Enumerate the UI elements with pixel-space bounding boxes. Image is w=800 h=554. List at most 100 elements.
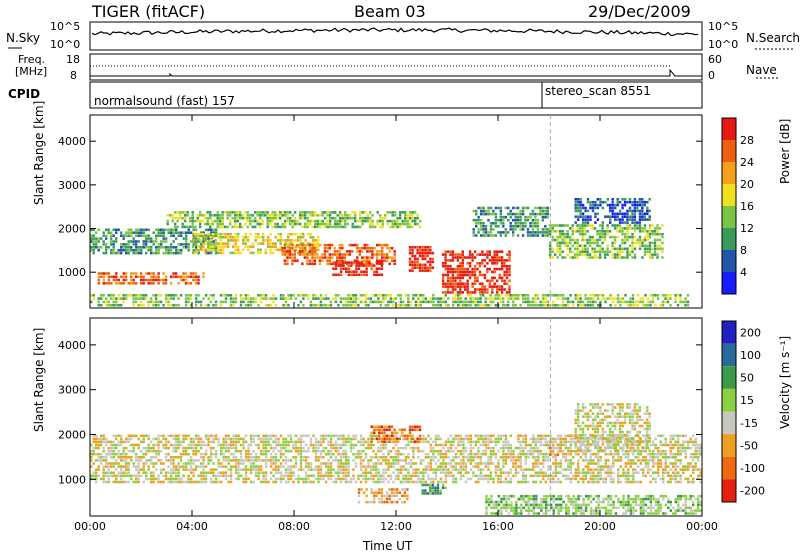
power-cell [361, 250, 364, 253]
velocity-cell [477, 434, 480, 438]
power-cell [251, 219, 254, 223]
power-cell [594, 212, 597, 216]
power-cell [478, 291, 482, 294]
power-cell [332, 261, 335, 264]
power-cell [467, 300, 470, 304]
power-cell [227, 242, 230, 245]
power-cell [369, 297, 372, 300]
velocity-cell [224, 459, 228, 462]
power-cell [197, 240, 200, 243]
velocity-cell [174, 480, 178, 484]
power-cell [140, 228, 143, 232]
power-cell [212, 228, 215, 232]
power-cell [272, 294, 275, 297]
power-cell [169, 294, 173, 297]
power-cell [157, 303, 160, 307]
velocity-cell [504, 471, 508, 474]
velocity-cell [512, 462, 515, 465]
power-cell [350, 264, 353, 267]
power-cell [459, 288, 462, 291]
power-cell [512, 294, 515, 297]
power-cell [564, 235, 567, 239]
power-cell [187, 282, 190, 285]
power-cell [244, 297, 248, 300]
velocity-cell [334, 456, 338, 459]
power-cell [504, 206, 507, 210]
velocity-cell [319, 434, 323, 438]
power-cell [426, 248, 429, 252]
power-cell [494, 294, 497, 297]
power-cell [192, 228, 195, 232]
power-cell [379, 214, 382, 217]
velocity-cell [264, 452, 268, 456]
power-cell [393, 262, 396, 266]
velocity-cell [237, 449, 240, 453]
power-cell [451, 291, 455, 294]
power-cell [598, 224, 602, 227]
power-cell [571, 303, 575, 307]
power-cell [326, 262, 329, 266]
power-cell [536, 228, 540, 231]
velocity-cell [164, 471, 168, 474]
power-cell [254, 219, 257, 223]
velocity-cell [429, 459, 433, 462]
velocity-cell [507, 446, 510, 450]
velocity-cell [372, 443, 375, 447]
power-cell [191, 219, 194, 223]
velocity-cell [152, 474, 155, 478]
power-cell [316, 219, 319, 223]
power-cell [418, 263, 422, 267]
power-cell [616, 253, 619, 256]
power-cell [432, 294, 435, 297]
power-cell [529, 234, 532, 237]
power-cell [481, 250, 484, 253]
power-cell [471, 253, 474, 256]
velocity-cell [234, 456, 238, 459]
velocity-cell [112, 440, 115, 444]
power-cell [367, 303, 370, 307]
power-cell [466, 285, 469, 288]
velocity-cell [424, 452, 428, 456]
power-cell [591, 294, 595, 297]
power-cell [242, 248, 245, 252]
power-cell [122, 294, 125, 297]
velocity-cell [372, 434, 375, 438]
power-cell [446, 288, 450, 291]
velocity-cell [377, 462, 380, 465]
power-cell [234, 251, 237, 255]
power-cell [279, 236, 282, 239]
power-cell [212, 245, 215, 248]
power-cell [508, 291, 511, 294]
power-cell [302, 303, 305, 307]
power-cell [576, 227, 579, 230]
velocity-cell [102, 456, 105, 459]
velocity-cell [299, 449, 303, 453]
power-cell [286, 214, 289, 217]
velocity-cell [339, 477, 343, 481]
power-cell [312, 251, 315, 255]
power-cell [541, 218, 544, 222]
velocity-cell [519, 440, 522, 444]
velocity-cell [259, 449, 263, 453]
power-colorbar-swatch [722, 206, 736, 228]
velocity-cell [100, 434, 103, 438]
power-cell [187, 300, 190, 304]
velocity-cell [474, 480, 478, 484]
velocity-cell [524, 474, 527, 478]
power-cell [611, 247, 614, 251]
power-cell [313, 246, 317, 250]
power-cell [477, 215, 480, 219]
power-cell [172, 297, 175, 300]
power-cell [583, 253, 587, 256]
velocity-cell [514, 459, 518, 462]
power-cell [337, 261, 340, 264]
power-cell [551, 230, 554, 233]
power-cell [192, 272, 195, 275]
power-cell [486, 250, 489, 253]
velocity-cell [489, 452, 493, 456]
velocity-cell [289, 474, 293, 478]
power-cell [349, 297, 353, 300]
velocity-cell [377, 440, 380, 444]
velocity-cell [449, 440, 453, 444]
velocity-cell [429, 456, 433, 459]
